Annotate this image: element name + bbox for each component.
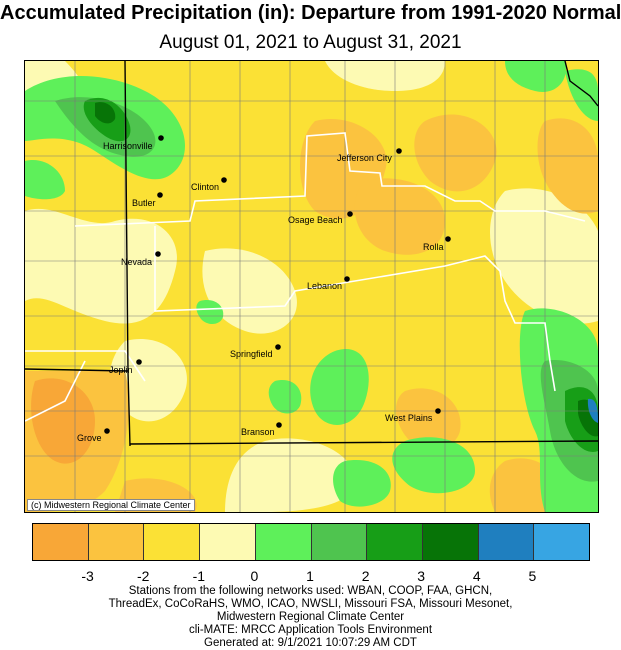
map-title: Accumulated Precipitation (in): Departur…	[0, 2, 621, 24]
city-label-joplin: Joplin	[109, 365, 133, 375]
notes-line-1: Stations from the following networks use…	[128, 585, 493, 597]
city-label-butler: Butler	[132, 198, 156, 208]
legend-swatch	[144, 524, 201, 560]
city-label-west-plains: West Plains	[385, 413, 433, 423]
city-label-osage-beach: Osage Beach	[288, 215, 343, 225]
legend-swatch	[255, 524, 312, 560]
legend-swatch	[33, 524, 89, 560]
legend-tick-label: 3	[417, 568, 426, 584]
legend-tick-label: 0	[250, 568, 259, 584]
precipitation-map: Harrisonville Clinton Butler Jefferson C…	[24, 60, 599, 513]
legend-swatch	[88, 524, 145, 560]
notes-line-5: Generated at: 9/1/2021 10:07:29 AM CDT	[204, 637, 417, 649]
city-label-branson: Branson	[241, 427, 275, 437]
legend-swatch	[311, 524, 368, 560]
city-label-grove: Grove	[77, 433, 102, 443]
notes-line-2: ThreadEx, CoCoRaHS, WMO, ICAO, NWSLI, Mi…	[108, 598, 513, 610]
notes-line-3: Midwestern Regional Climate Center	[216, 611, 405, 623]
legend-ticks: -3 -2 -1 0 1 2 3 4 5	[32, 568, 588, 584]
footer-notes: Stations from the following networks use…	[0, 585, 621, 650]
city-label-clinton: Clinton	[191, 182, 220, 192]
legend-tick-label: 4	[472, 568, 481, 584]
legend-tick-label: -2	[136, 568, 150, 584]
map-credit: (c) Midwestern Regional Climate Center	[27, 499, 195, 511]
city-label-springfield: Springfield	[230, 349, 273, 359]
map-subtitle: August 01, 2021 to August 31, 2021	[159, 32, 462, 53]
legend-swatch	[367, 524, 423, 560]
legend-tick-label: -1	[192, 568, 206, 584]
map-shading	[25, 61, 598, 512]
city-label-harrisonville: Harrisonville	[103, 141, 153, 151]
legend-swatch	[422, 524, 479, 560]
legend-tick-label: -3	[81, 568, 94, 584]
city-label-rolla: Rolla	[423, 242, 444, 252]
legend-swatch	[534, 524, 590, 560]
city-label-jefferson-city: Jefferson City	[337, 153, 392, 163]
city-label-nevada: Nevada	[121, 257, 153, 267]
notes-line-4: cli-MATE: MRCC Application Tools Environ…	[188, 624, 433, 636]
legend-tick-label: 2	[361, 568, 370, 584]
city-label-lebanon: Lebanon	[307, 281, 343, 291]
legend-tick-label: 1	[306, 568, 314, 584]
legend-swatch	[478, 524, 535, 560]
color-legend	[32, 523, 590, 561]
legend-tick-label: 5	[528, 568, 537, 584]
legend-swatch	[200, 524, 256, 560]
